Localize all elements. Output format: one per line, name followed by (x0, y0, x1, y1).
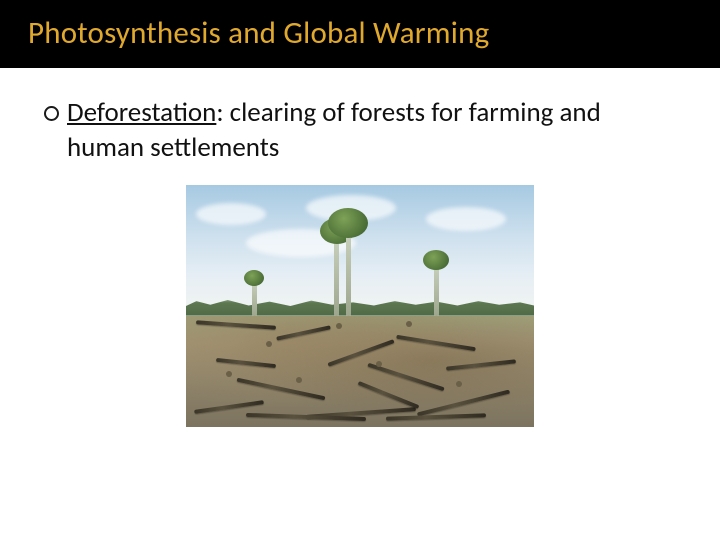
image-container (44, 185, 676, 427)
photo-cloud (196, 203, 266, 225)
photo-cloud (426, 207, 506, 231)
term-underline: Deforestation (67, 96, 216, 129)
slide-title: Photosynthesis and Global Warming (0, 14, 720, 52)
photo-tree-canopy (244, 270, 264, 286)
bullet-item: Deforestation: clearing of forests for f… (44, 96, 676, 165)
bullet-marker-icon (44, 106, 59, 121)
slide-body: Deforestation: clearing of forests for f… (0, 68, 720, 427)
photo-tree-canopy (423, 250, 449, 270)
bullet-text: Deforestation: clearing of forests for f… (67, 96, 676, 165)
deforestation-photo (186, 185, 534, 427)
photo-tree-canopy (328, 208, 368, 238)
title-bar: Photosynthesis and Global Warming (0, 0, 720, 68)
